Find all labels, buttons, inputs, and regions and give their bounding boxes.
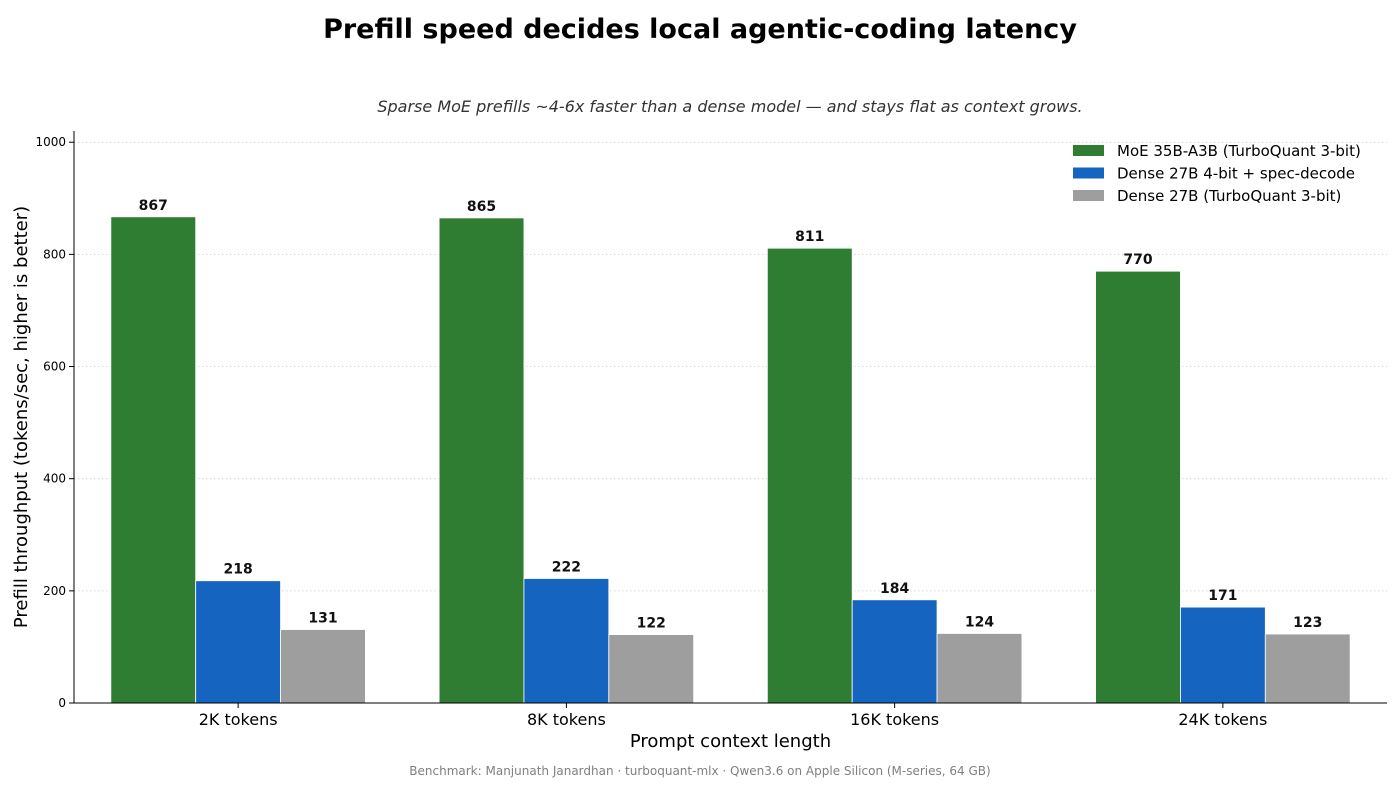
bar <box>110 216 197 704</box>
legend-swatch <box>1073 190 1104 201</box>
y-axis-label: Prefill throughput (tokens/sec, higher i… <box>11 206 32 628</box>
y-tick-label: 1000 <box>35 135 66 149</box>
x-tick-label: 2K tokens <box>199 710 278 729</box>
bar <box>1264 633 1351 704</box>
legend-swatch <box>1073 145 1104 156</box>
y-tick-label: 800 <box>43 247 66 261</box>
legend-label: MoE 35B-A3B (TurboQuant 3-bit) <box>1117 142 1361 160</box>
chart-title: Prefill speed decides local agentic-codi… <box>323 14 1077 45</box>
chart-footnote: Benchmark: Manjunath Janardhan · turboqu… <box>409 764 991 778</box>
bar <box>438 217 525 704</box>
bar-value-label: 184 <box>880 581 909 597</box>
bar-value-label: 811 <box>795 229 824 245</box>
x-axis-label: Prompt context length <box>630 731 831 752</box>
bar <box>608 634 695 704</box>
y-tick-label: 0 <box>58 696 66 710</box>
bar-value-label: 867 <box>139 198 168 214</box>
bar <box>936 633 1023 704</box>
bar <box>766 247 853 704</box>
bar-value-label: 131 <box>308 611 337 627</box>
bar-value-label: 770 <box>1123 252 1152 268</box>
x-tick-label: 8K tokens <box>527 710 606 729</box>
legend-swatch <box>1073 167 1104 179</box>
legend-label: Dense 27B 4-bit + spec-decode <box>1117 165 1355 183</box>
y-tick-label: 400 <box>43 472 66 486</box>
y-tick-label: 200 <box>43 584 66 598</box>
bar-value-label: 218 <box>224 562 253 578</box>
legend-label: Dense 27B (TurboQuant 3-bit) <box>1117 187 1341 205</box>
bar <box>195 580 281 704</box>
bar <box>280 629 366 704</box>
y-tick-label: 600 <box>43 360 66 374</box>
bar-value-label: 124 <box>965 614 994 630</box>
bar <box>523 578 610 704</box>
chart-subtitle: Sparse MoE prefills ~4-6x faster than a … <box>377 97 1083 116</box>
bar-value-label: 865 <box>467 199 496 215</box>
bar-value-label: 123 <box>1293 615 1322 631</box>
x-tick-label: 16K tokens <box>850 710 939 729</box>
bar-value-label: 171 <box>1208 588 1237 604</box>
bar-value-label: 122 <box>637 616 666 632</box>
x-tick-label: 24K tokens <box>1178 710 1267 729</box>
bar <box>1095 270 1181 704</box>
bar-value-label: 222 <box>552 560 581 576</box>
bar <box>1180 606 1266 704</box>
bar <box>851 599 938 704</box>
